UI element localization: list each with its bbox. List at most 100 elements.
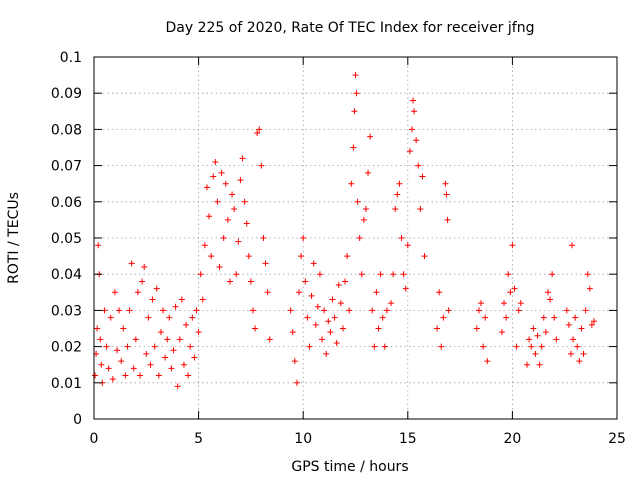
data-point <box>369 307 376 314</box>
data-point <box>260 235 267 241</box>
data-point <box>168 365 175 372</box>
y-axis-ticks: 0 0.01 0.02 0.03 0.04 0.05 0.06 0.07 0.08 0.09 0.1 <box>51 50 617 428</box>
data-point <box>440 314 447 321</box>
data-point <box>582 307 589 314</box>
data-point <box>482 314 489 321</box>
data-point <box>511 285 518 292</box>
data-point <box>365 169 372 176</box>
data-point <box>480 343 487 350</box>
data-point <box>402 285 409 292</box>
data-point <box>410 97 417 104</box>
data-point <box>547 296 554 303</box>
data-point <box>298 253 305 260</box>
data-point <box>222 180 229 187</box>
data-point <box>436 289 443 296</box>
data-point <box>530 325 537 332</box>
data-point <box>103 343 110 350</box>
data-point <box>97 336 104 343</box>
data-point <box>528 343 535 350</box>
data-point <box>327 329 334 336</box>
x-tick-label: 25 <box>608 431 626 447</box>
data-point <box>408 126 415 133</box>
data-point <box>588 321 595 328</box>
data-point <box>553 336 560 343</box>
data-point <box>262 260 269 267</box>
data-point <box>524 361 531 368</box>
data-point <box>498 329 505 336</box>
data-point <box>137 372 144 379</box>
data-point <box>293 379 300 386</box>
data-point <box>356 235 363 241</box>
data-point <box>105 365 112 372</box>
data-point <box>534 332 541 339</box>
data-point <box>128 260 135 267</box>
data-point <box>178 296 185 303</box>
data-point <box>176 336 183 343</box>
data-point <box>114 347 121 354</box>
data-point <box>132 336 139 343</box>
data-point <box>208 253 215 260</box>
data-point <box>337 300 344 307</box>
data-point <box>241 198 248 205</box>
data-point <box>434 325 441 332</box>
data-point <box>394 191 401 198</box>
data-point <box>314 303 321 310</box>
x-axis-ticks: 0 5 10 15 20 25 <box>90 57 626 447</box>
y-tick-label: 0.05 <box>51 231 82 247</box>
data-point <box>344 253 351 260</box>
data-point <box>321 307 328 314</box>
data-point <box>354 198 361 205</box>
data-point <box>94 325 101 332</box>
x-tick-label: 0 <box>90 431 99 447</box>
data-point <box>243 220 250 227</box>
data-point <box>360 216 367 223</box>
data-point <box>478 300 485 307</box>
data-point <box>413 137 420 144</box>
data-point <box>153 285 160 292</box>
data-point <box>160 307 167 314</box>
data-point <box>444 216 451 223</box>
data-point <box>342 278 349 285</box>
data-point <box>122 372 129 379</box>
data-point <box>348 180 355 187</box>
data-point <box>218 169 225 176</box>
x-axis-label: GPS time / hours <box>291 459 408 475</box>
data-point <box>174 383 181 390</box>
data-point <box>172 303 179 310</box>
data-point <box>580 350 587 357</box>
data-point <box>109 376 116 383</box>
data-point <box>421 253 428 260</box>
data-point <box>323 350 330 357</box>
data-point <box>308 292 315 299</box>
data-point <box>302 278 309 285</box>
data-point <box>147 361 154 368</box>
data-point <box>252 325 259 332</box>
data-point <box>296 289 303 296</box>
data-point <box>247 278 254 285</box>
data-point <box>475 307 482 314</box>
data-point <box>216 263 223 270</box>
data-point <box>287 307 294 314</box>
data-point <box>352 72 359 79</box>
data-point <box>166 314 173 321</box>
data-point <box>155 372 162 379</box>
data-point <box>126 307 133 314</box>
data-point <box>445 307 452 314</box>
data-point <box>316 271 323 278</box>
data-point <box>235 238 242 245</box>
data-point <box>134 289 141 296</box>
data-point <box>120 325 127 332</box>
data-point <box>258 162 265 169</box>
data-point <box>201 242 208 249</box>
data-point <box>214 198 221 205</box>
data-point <box>371 343 378 350</box>
data-point <box>417 206 424 213</box>
y-tick-label: 0.03 <box>51 303 82 319</box>
data-point <box>304 314 311 321</box>
data-point <box>319 336 326 343</box>
data-point <box>396 180 403 187</box>
data-point <box>390 271 397 278</box>
data-point <box>239 155 246 162</box>
data-point <box>351 108 358 115</box>
